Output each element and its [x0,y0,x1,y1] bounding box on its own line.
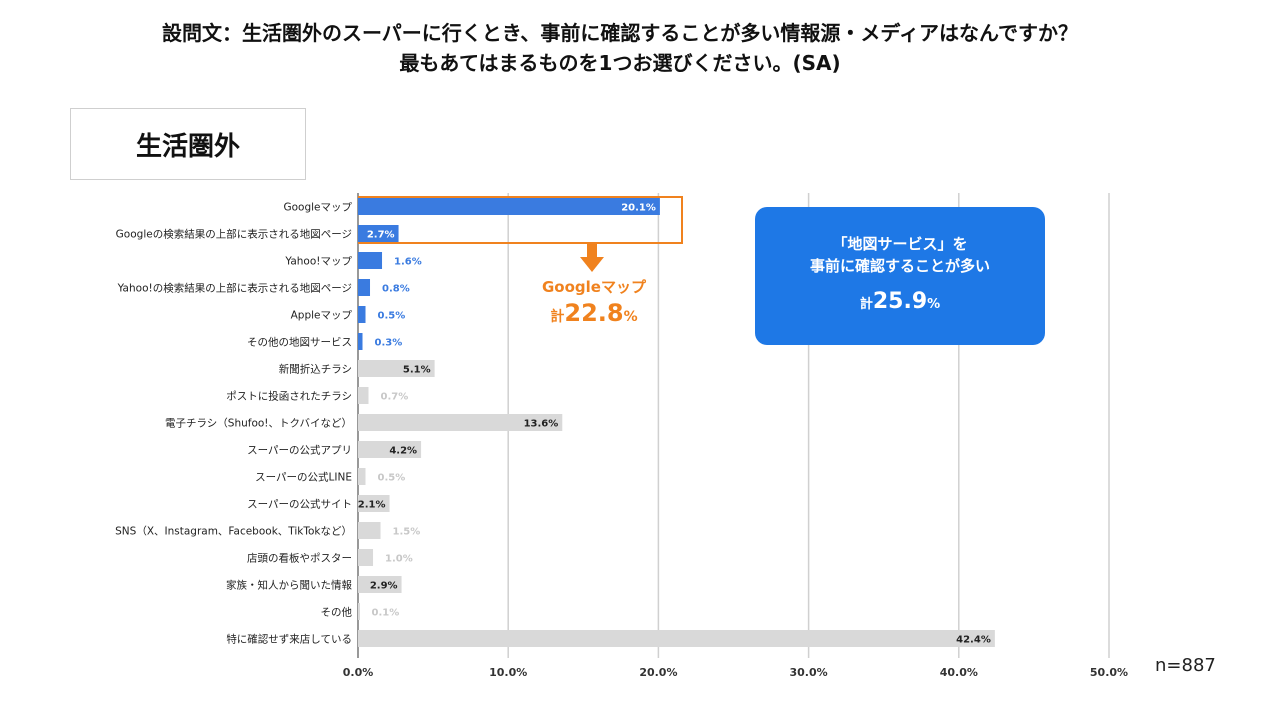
category-label: スーパーの公式アプリ [247,444,352,457]
category-label: スーパーの公式LINE [255,471,352,484]
bar [358,495,390,512]
category-label: ポストに投函されたチラシ [226,390,352,403]
value-label: 0.5% [378,311,406,322]
map-callout-line-2: 事前に確認することが多い [809,257,990,275]
category-label: 店頭の看板やポスター [247,552,352,565]
category-label: スーパーの公式サイト [247,498,352,511]
category-label: 新聞折込チラシ [279,363,352,376]
bar [358,252,383,269]
map-callout-unit: % [927,297,941,312]
map-callout-value: 25.9 [872,289,928,314]
bar [358,414,563,431]
value-label: 2.7% [367,230,395,241]
google-map-callout: Googleマップ 計22.8% [528,276,660,332]
google-callout-prefix: 計 [550,309,565,325]
map-callout-line-1: 「地図サービス」を [832,235,968,253]
x-tick-label: 40.0% [940,666,978,679]
value-label: 0.1% [372,608,400,619]
question-line-1: 設問文：生活圏外のスーパーに行くとき、事前に確認することが多い情報源・メディアは… [162,21,1078,45]
question-text: 設問文：生活圏外のスーパーに行くとき、事前に確認することが多い情報源・メディアは… [0,18,1240,78]
value-label: 42.4% [956,635,991,646]
down-arrow-icon [580,243,604,272]
category-label: Yahoo!の検索結果の上部に表示される地図ページ [117,282,352,295]
x-tick-label: 30.0% [790,666,828,679]
value-label: 2.1% [358,500,386,511]
question-line-2: 最もあてはまるものを1つお選びください。(SA) [399,51,841,75]
google-callout-value: 22.8 [564,299,624,327]
sample-size-label: n=887 [1155,655,1216,676]
category-label: SNS（X、Instagram、Facebook、TikTokなど） [115,526,352,538]
category-label: 特に確認せず来店している [226,633,352,646]
category-label: Yahoo!マップ [284,256,352,268]
bar [358,468,366,485]
value-label: 20.1% [621,203,656,214]
value-label: 5.1% [403,365,431,376]
x-tick-label: 20.0% [639,666,677,679]
x-tick-label: 0.0% [343,666,374,679]
bar [358,225,399,242]
x-tick-label: 10.0% [489,666,527,679]
google-callout-unit: % [623,309,638,325]
bar [358,441,422,458]
category-label: Appleマップ [291,310,353,322]
value-label: 4.2% [389,446,417,457]
bar [358,630,995,647]
value-label: 1.6% [394,257,422,268]
bar [358,360,435,377]
bar [358,198,660,215]
map-service-callout: 「地図サービス」を 事前に確認することが多い 計25.9% [755,207,1045,345]
category-label: その他の地図サービス [247,336,352,349]
value-label: 1.5% [393,527,421,538]
value-label: 0.8% [382,284,410,295]
bar [358,387,369,404]
google-callout-total: 計22.8% [528,298,660,332]
value-label: 0.7% [381,392,409,403]
x-tick-label: 50.0% [1090,666,1128,679]
bar [358,549,374,566]
bar [358,333,363,350]
bar [358,522,381,539]
value-label: 13.6% [524,419,559,430]
google-callout-title: Googleマップ [542,278,646,296]
value-label: 0.5% [378,473,406,484]
segment-label: 生活圏外 [70,108,306,180]
value-label: 1.0% [385,554,413,565]
map-callout-prefix: 計 [859,297,873,312]
value-label: 0.3% [375,338,403,349]
category-label: Googleマップ [283,202,352,214]
bar [358,603,360,620]
google-bracket [358,196,683,244]
category-label: Googleの検索結果の上部に表示される地図ページ [116,228,352,241]
category-label: 電子チラシ（Shufoo!、トクバイなど） [165,418,352,430]
bar [358,576,402,593]
bar [358,306,366,323]
category-label: 家族・知人から聞いた情報 [226,579,352,592]
value-label: 2.9% [370,581,398,592]
map-callout-total: 計25.9% [755,285,1045,322]
category-label: その他 [321,606,353,619]
bar [358,279,371,296]
